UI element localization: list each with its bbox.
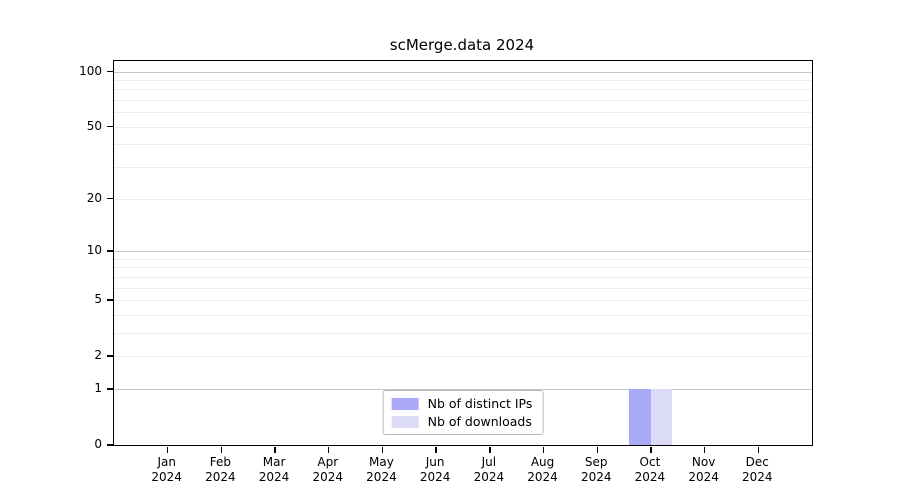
- x-tick-label-year: 2024: [580, 470, 612, 484]
- gridline-major: [114, 250, 812, 252]
- gridline-minor: [114, 299, 812, 301]
- x-tick-label: Aug 2024: [511, 455, 575, 485]
- gridline-minor: [114, 89, 812, 91]
- x-tick-label-year: 2024: [473, 470, 505, 484]
- x-tick-label: May 2024: [349, 455, 413, 485]
- plot-area: Nb of distinct IPs Nb of downloads: [107, 60, 813, 453]
- legend-label: Nb of distinct IPs: [427, 396, 533, 411]
- x-tick: [274, 446, 276, 453]
- x-tick-label: Nov 2024: [672, 455, 736, 485]
- y-tick: [107, 197, 113, 200]
- legend-item: Nb of downloads: [391, 414, 533, 429]
- x-tick-label-month: Aug: [530, 455, 555, 469]
- x-tick-label-month: Nov: [691, 455, 716, 469]
- y-tick-label: 100: [79, 63, 102, 78]
- gridline-minor: [114, 287, 812, 289]
- chart-title: scMerge.data 2024: [389, 36, 535, 54]
- x-tick-label-year: 2024: [151, 470, 182, 484]
- x-tick-label: Oct 2024: [618, 455, 682, 485]
- x-tick-label: Jan 2024: [135, 455, 199, 485]
- x-tick: [703, 446, 706, 453]
- bar-distinct-ips: [629, 388, 651, 445]
- x-tick: [489, 446, 491, 453]
- x-tick-label-year: 2024: [419, 470, 451, 484]
- gridline-minor: [114, 276, 812, 278]
- y-tick: [107, 444, 113, 446]
- gridline-minor: [114, 332, 812, 334]
- x-tick-label-year: 2024: [312, 470, 344, 484]
- gridline-minor: [114, 79, 812, 81]
- y-tick-label: 10: [86, 242, 102, 257]
- x-tick: [650, 446, 652, 453]
- x-tick: [542, 446, 545, 453]
- y-tick-label: 2: [94, 348, 102, 363]
- legend-item: Nb of distinct IPs: [391, 396, 533, 411]
- legend-swatch-distinct-ips: [391, 397, 419, 410]
- bar-downloads: [650, 388, 673, 445]
- x-tick-label-month: Jan: [157, 455, 176, 469]
- gridline-minor: [114, 267, 812, 269]
- x-tick-label-month: Mar: [262, 455, 286, 469]
- x-tick: [435, 446, 437, 453]
- x-tick: [220, 446, 223, 453]
- y-tick: [107, 70, 113, 73]
- x-tick-label-month: Jun: [425, 455, 445, 469]
- x-tick-label: Jul 2024: [457, 455, 521, 485]
- gridline-minor: [114, 144, 812, 146]
- x-tick-label-month: Oct: [639, 455, 661, 469]
- y-tick-label: 20: [86, 190, 102, 205]
- x-tick: [596, 446, 598, 453]
- y-tick: [107, 388, 113, 390]
- x-tick: [381, 446, 384, 453]
- x-tick-label: Apr 2024: [296, 455, 360, 485]
- x-tick: [757, 446, 759, 453]
- x-tick-label-month: May: [369, 455, 394, 469]
- y-tick-label: 0: [94, 437, 102, 451]
- legend: Nb of distinct IPs Nb of downloads: [382, 390, 544, 435]
- x-tick-label-year: 2024: [258, 470, 290, 484]
- x-tick-label-month: Jul: [481, 455, 497, 469]
- y-tick: [107, 126, 113, 128]
- x-tick-label: Feb 2024: [188, 455, 252, 485]
- gridline-minor: [114, 314, 812, 316]
- gridline-minor: [114, 100, 812, 102]
- x-tick-label-year: 2024: [742, 470, 773, 484]
- x-tick-label-year: 2024: [688, 470, 719, 484]
- gridline-major: [114, 388, 812, 390]
- x-tick-label-year: 2024: [527, 470, 558, 484]
- x-tick-label-month: Apr: [317, 455, 339, 469]
- gridline-minor: [114, 198, 812, 200]
- x-tick-label-year: 2024: [205, 470, 236, 484]
- y-tick: [107, 250, 113, 252]
- legend-label: Nb of downloads: [427, 414, 532, 429]
- gridline-major: [114, 71, 812, 73]
- x-tick-label-month: Sep: [584, 455, 608, 469]
- x-tick-label: Dec 2024: [725, 455, 789, 485]
- x-tick-label-month: Dec: [745, 455, 769, 469]
- legend-swatch-downloads: [391, 415, 419, 428]
- x-tick: [328, 446, 330, 453]
- gridline-minor: [114, 112, 812, 114]
- gridline-minor: [114, 356, 812, 358]
- y-tick-label: 50: [86, 118, 102, 133]
- x-tick-label: Jun 2024: [403, 455, 467, 485]
- gridline-minor: [114, 126, 812, 128]
- y-tick: [107, 355, 113, 357]
- gridline-minor: [114, 167, 812, 169]
- y-tick-label: 1: [94, 380, 102, 395]
- y-tick: [107, 299, 113, 301]
- x-tick-label: Mar 2024: [242, 455, 306, 485]
- x-tick-label: Sep 2024: [564, 455, 628, 485]
- x-tick-label-year: 2024: [634, 470, 666, 484]
- x-tick-label-year: 2024: [366, 470, 397, 484]
- y-tick-label: 5: [94, 291, 102, 306]
- x-tick-label-month: Feb: [209, 455, 231, 469]
- gridline-minor: [114, 258, 812, 260]
- x-tick: [166, 446, 169, 453]
